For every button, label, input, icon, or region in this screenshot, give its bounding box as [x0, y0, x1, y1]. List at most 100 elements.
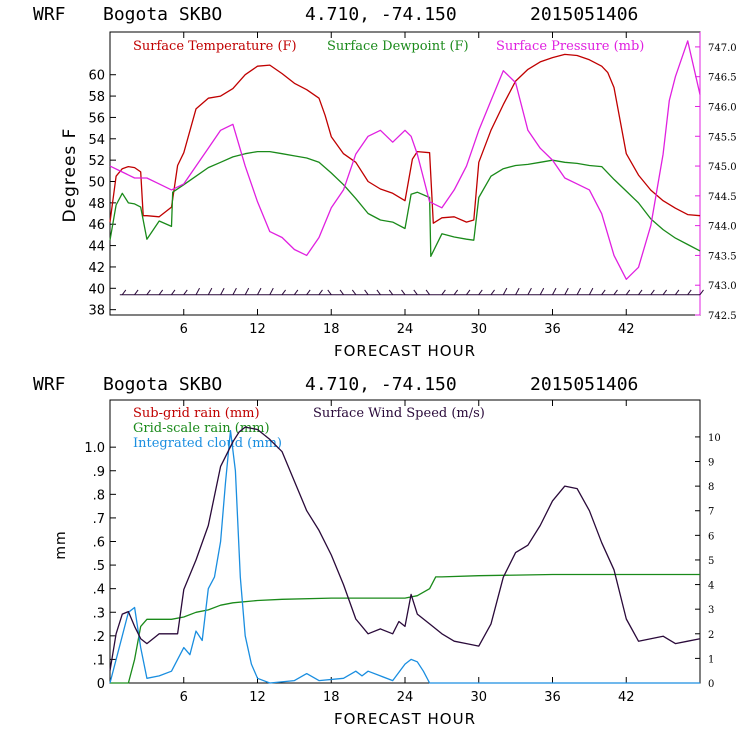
top-xlabel: FORECAST HOUR — [334, 342, 476, 360]
y2-tick-label: 4 — [708, 581, 714, 592]
wind-barb — [207, 287, 213, 295]
wind-barb — [281, 289, 286, 296]
y-tick-label: 50 — [88, 176, 105, 191]
y-tick-label: .8 — [93, 488, 105, 503]
y2-tick-label: 744.5 — [708, 192, 737, 203]
legend-wind-speed: Surface Wind Speed (m/s) — [313, 406, 485, 421]
bottom-chart: WRF Bogota SKBO 4.710, -74.150 201505140… — [33, 374, 721, 728]
wind-barb — [466, 289, 471, 296]
y-tick-label: .4 — [93, 583, 105, 598]
wind-barb — [351, 289, 357, 296]
x-tick-label: 42 — [618, 690, 635, 705]
wind-barb — [388, 289, 394, 296]
y-tick-label: 52 — [88, 154, 105, 169]
y-tick-label: 60 — [88, 69, 105, 84]
legend-pressure: Surface Pressure (mb) — [496, 39, 644, 54]
wind-barb — [650, 289, 655, 296]
y2-tick-label: 8 — [708, 482, 714, 493]
y2-tick-label: 6 — [708, 531, 714, 542]
bottom-series — [109, 426, 701, 684]
top-y-ticks: 38 40 42 44 46 48 50 52 54 56 58 60 — [88, 69, 116, 319]
y-tick-label: 58 — [88, 90, 105, 105]
x-tick-label: 24 — [397, 690, 414, 705]
wind-barb — [453, 289, 459, 296]
y2-tick-label: 743.5 — [708, 251, 737, 262]
y-tick-label: 48 — [88, 197, 105, 212]
y2-tick-label: 3 — [708, 605, 714, 616]
bottom-header-station: Bogota SKBO — [103, 374, 222, 395]
y-tick-label: .2 — [93, 630, 105, 645]
x-tick-label: 36 — [544, 322, 561, 337]
wind-barb — [478, 289, 483, 296]
top-ylabel: Degrees F — [60, 128, 80, 223]
wind-barb — [502, 287, 508, 295]
top-y2-ticks: 742.5 743.0 743.5 744.0 744.5 745.0 745.5 746.0… — [695, 43, 737, 322]
wind-barb — [269, 287, 274, 295]
y-tick-label: .3 — [93, 606, 105, 621]
y2-tick-label: 10 — [708, 433, 721, 444]
y2-tick-label: 0 — [708, 679, 714, 690]
wind-barb — [232, 287, 237, 295]
wind-barb — [699, 289, 704, 296]
y-tick-label: 1.0 — [84, 441, 105, 456]
wind-barb — [552, 287, 557, 295]
legend-temperature: Surface Temperature (F) — [133, 39, 297, 54]
bottom-y2-ticks: 0 1 2 3 4 5 6 7 8 9 10 — [695, 433, 721, 690]
bottom-header-coords: 4.710, -74.150 — [305, 374, 457, 395]
top-header-coords: 4.710, -74.150 — [305, 4, 457, 25]
x-tick-label: 24 — [397, 322, 414, 337]
x-tick-label: 6 — [180, 690, 188, 705]
wind-barb — [638, 289, 643, 296]
wind-barb — [576, 287, 582, 295]
top-header-init: 2015051406 — [530, 4, 638, 25]
wind-barb — [588, 287, 594, 295]
grid-scale-rain-mm-line — [110, 573, 700, 684]
wind-barb — [662, 289, 668, 296]
y2-tick-label: 5 — [708, 556, 714, 567]
bottom-header-init: 2015051406 — [530, 374, 638, 395]
y2-tick-label: 2 — [708, 630, 714, 641]
y-tick-label: .1 — [93, 653, 105, 668]
wind-barb — [183, 289, 188, 296]
wind-barb — [490, 289, 495, 296]
top-series — [109, 40, 701, 280]
wind-barb — [364, 289, 369, 296]
x-tick-label: 12 — [249, 322, 266, 337]
wind-barb — [220, 287, 225, 295]
wind-barb — [539, 287, 545, 295]
top-chart: WRF Bogota SKBO 4.710, -74.150 201505140… — [33, 4, 737, 360]
bottom-ylabel: mm — [53, 530, 69, 559]
y2-tick-label: 746.5 — [708, 73, 737, 84]
wind-barb — [601, 289, 606, 296]
legend-integrated-cloud: Integrated cloud (mm) — [133, 436, 282, 451]
wind-barb — [121, 289, 127, 296]
y2-tick-label: 745.5 — [708, 132, 737, 143]
y2-tick-label: 743.0 — [708, 281, 737, 292]
y2-tick-label: 744.0 — [708, 222, 737, 233]
wind-barb — [293, 289, 299, 296]
top-header-model: WRF — [33, 4, 66, 25]
surface-pressure-mb-line — [109, 40, 701, 280]
wind-barb — [401, 289, 406, 296]
y2-tick-label: 1 — [708, 654, 714, 665]
y-tick-label: .5 — [93, 559, 105, 574]
y-tick-label: .7 — [93, 512, 105, 527]
y-tick-label: 0 — [97, 677, 105, 692]
y2-tick-label: 742.5 — [708, 311, 737, 322]
integrated-cloud-mm-line — [109, 430, 700, 684]
wind-barb — [257, 287, 262, 295]
x-tick-label: 12 — [249, 690, 266, 705]
wind-barb — [687, 289, 692, 296]
wind-barb — [306, 289, 311, 296]
y-tick-label: 44 — [88, 240, 105, 255]
wind-barb — [146, 289, 151, 296]
x-tick-label: 18 — [323, 690, 340, 705]
y-tick-label: 54 — [88, 133, 105, 148]
wind-barb — [327, 289, 332, 296]
y2-tick-label: 747.0 — [708, 43, 737, 54]
x-tick-label: 30 — [470, 322, 487, 337]
y-tick-label: .6 — [93, 536, 105, 551]
top-plot-frame — [109, 31, 701, 316]
wind-barb — [134, 289, 139, 296]
